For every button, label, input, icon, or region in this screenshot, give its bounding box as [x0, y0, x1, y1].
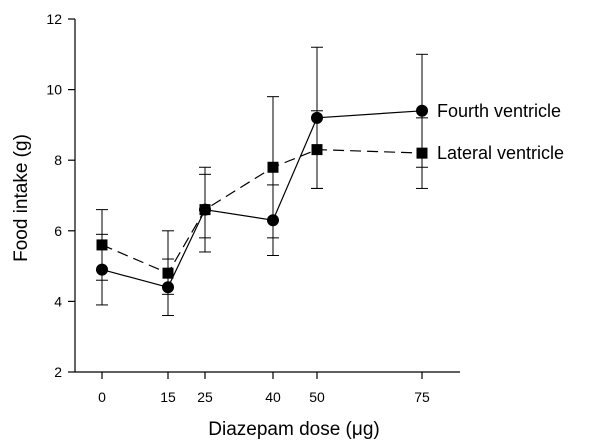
y-tick-label: 12	[46, 11, 62, 27]
lateral-ventricle-point	[162, 267, 174, 279]
lateral-ventricle-point	[267, 161, 279, 173]
y-tick-label: 2	[54, 364, 62, 380]
y-tick-label: 4	[54, 293, 62, 309]
y-tick-label: 6	[54, 223, 62, 239]
lateral-ventricle-point	[416, 147, 428, 159]
series-markers	[96, 104, 428, 294]
x-tick-label: 0	[98, 389, 106, 405]
fourth-ventricle-label: Fourth ventricle	[437, 101, 561, 121]
lateral-ventricle-point	[199, 204, 211, 216]
fourth-ventricle-point	[267, 214, 279, 227]
fourth-ventricle-point	[162, 281, 174, 294]
x-tick-label: 15	[160, 389, 176, 405]
y-tick-label: 10	[46, 82, 62, 98]
lateral-ventricle-point	[96, 239, 108, 251]
lateral-ventricle-line	[101, 148, 423, 274]
fourth-ventricle-line	[101, 110, 423, 289]
lateral-ventricle-label: Lateral ventricle	[437, 143, 564, 163]
x-tick-label: 25	[197, 389, 213, 405]
x-tick-label: 75	[414, 389, 430, 405]
y-tick-label: 8	[54, 152, 62, 168]
series-lines	[101, 110, 423, 289]
x-tick-label: 50	[309, 389, 325, 405]
y-axis-title: Food intake (g)	[11, 134, 32, 262]
x-tick-label: 40	[265, 389, 281, 405]
x-axis-title: Diazepam dose (μg)	[208, 419, 379, 440]
error-bars	[96, 46, 428, 317]
lateral-ventricle-point	[311, 144, 323, 156]
fourth-ventricle-point	[96, 263, 108, 276]
fourth-ventricle-point	[311, 111, 323, 124]
legend: Fourth ventricle Lateral ventricle	[437, 101, 564, 163]
fourth-ventricle-point	[416, 104, 428, 117]
axes: 2 4 6 8 10 12 0 15 25 40 50 75	[46, 11, 460, 405]
